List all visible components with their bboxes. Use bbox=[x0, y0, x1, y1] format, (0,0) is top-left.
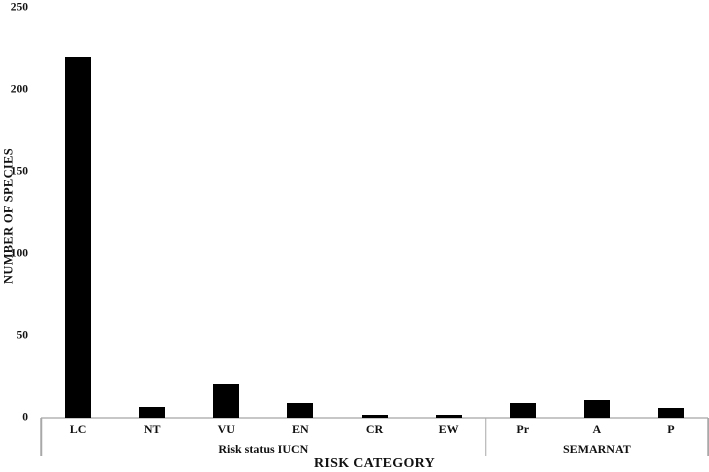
bar-ew bbox=[435, 414, 462, 418]
x-tick-label-en: EN bbox=[292, 422, 309, 436]
x-tick-label-nt: NT bbox=[143, 422, 161, 436]
bar-cr bbox=[361, 414, 388, 418]
bar-lc bbox=[65, 57, 92, 418]
bar-p bbox=[657, 408, 684, 418]
bar-a bbox=[583, 399, 610, 418]
x-axis-title: RISK CATEGORY bbox=[314, 456, 435, 471]
y-tick-label-50: 50 bbox=[16, 329, 29, 342]
category-group-divider bbox=[707, 418, 709, 456]
x-tick-label-p: P bbox=[667, 422, 675, 436]
group-label-semarnat: SEMARNAT bbox=[562, 442, 631, 456]
x-tick-label-cr: CR bbox=[365, 422, 384, 436]
bar-nt bbox=[139, 406, 166, 418]
y-tick-label-200: 200 bbox=[10, 83, 28, 96]
y-tick-label-0: 0 bbox=[22, 411, 28, 424]
bar-en bbox=[287, 403, 314, 418]
x-tick-label-lc: LC bbox=[69, 422, 87, 436]
y-tick-label-100: 100 bbox=[10, 247, 28, 260]
x-tick-label-pr: Pr bbox=[516, 422, 530, 436]
bar-pr bbox=[509, 403, 536, 418]
bar-vu bbox=[213, 383, 240, 418]
x-tick-label-a: A bbox=[592, 422, 602, 436]
x-tick-label-vu: VU bbox=[217, 422, 235, 436]
y-tick-label-250: 250 bbox=[10, 1, 28, 14]
y-tick-label-150: 150 bbox=[10, 165, 28, 178]
x-tick-label-ew: EW bbox=[438, 422, 459, 436]
category-group-divider bbox=[484, 418, 487, 456]
x-axis-line bbox=[41, 417, 708, 419]
category-group-divider bbox=[40, 418, 42, 456]
group-label-risk-status-iucn: Risk status IUCN bbox=[218, 442, 309, 456]
